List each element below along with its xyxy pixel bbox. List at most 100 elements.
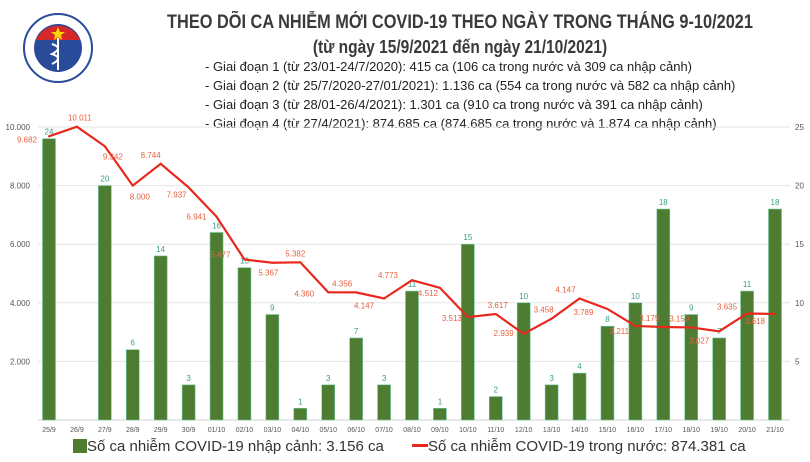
bar-data-label: 6 [131,339,136,348]
line-point [522,332,525,335]
line-data-label: 3.175 [639,314,660,323]
line-point [271,261,274,264]
ministry-of-health-logo [23,13,93,83]
bar [42,138,56,421]
bar [293,407,308,421]
line-data-label: 3.513 [442,314,463,323]
bar [98,185,112,421]
line-data-label: 3.635 [717,302,738,311]
bar-data-label: 3 [382,374,387,383]
left-tick-label: 6.000 [10,240,31,249]
left-tick-label: 4.000 [10,299,31,308]
bar [628,302,643,421]
x-tick-label: 17/10 [655,427,673,434]
bar-data-label: 20 [100,175,109,184]
line-data-label: 4.512 [418,289,439,298]
x-tick-label: 07/10 [375,427,393,434]
line-point [634,324,637,327]
bar [544,384,559,421]
x-tick-label: 20/10 [738,427,756,434]
line-point [243,258,246,261]
bar [237,267,252,421]
bar-data-label: 13 [240,257,249,266]
line-point [718,330,721,333]
x-tick-label: 10/10 [459,427,477,434]
line-point [48,135,50,138]
line-point [578,297,581,300]
bar-data-label: 10 [519,292,528,301]
x-tick-label: 08/10 [403,427,421,434]
x-tick-label: 21/10 [766,427,784,434]
line-data-label: 4.147 [354,301,375,310]
line-point [383,297,386,300]
bar-data-label: 16 [212,221,221,230]
bar [656,208,671,421]
bar-data-label: 18 [771,198,780,207]
note-phase-1: - Giai đoạn 1 (từ 23/01-24/7/2020): 415 … [205,59,693,74]
bar-data-label: 8 [605,315,610,324]
bar [740,290,754,421]
line-data-label: 10.011 [68,114,92,123]
line-point [327,291,330,294]
x-tick-label: 05/10 [319,427,337,434]
bar-data-label: 9 [689,304,694,313]
line-point [774,312,776,315]
x-tick-label: 02/10 [236,427,254,434]
bar [153,255,168,421]
bar [181,384,196,421]
left-tick-label: 10.000 [6,123,31,132]
bar-data-label: 10 [631,292,640,301]
bar [405,290,419,421]
left-tick-label: 2.000 [10,357,31,366]
x-tick-label: 25/9 [42,427,56,434]
x-tick-label: 18/10 [682,427,700,434]
legend-domestic-label: Số ca nhiễm COVID-19 trong nước: 874.381… [428,438,746,455]
line-data-label: 4.773 [378,271,399,280]
note-phase-2: - Giai đoạn 2 (từ 25/7/2020-27/01/2021):… [205,78,736,93]
line-point [299,261,302,264]
line-data-label: 3.211 [610,327,630,336]
line-point [131,184,134,187]
note-phase-3: - Giai đoạn 3 (từ 28/01-26/4/2021): 1.30… [205,97,703,112]
line-point [466,316,469,319]
line-point [215,215,218,218]
bar-data-label: 9 [270,304,275,313]
chart-title: THEO DÕI CA NHIỄM MỚI COVID-19 THEO NGÀY… [167,12,753,33]
x-tick-label: 14/10 [571,427,589,434]
line-point [746,312,749,315]
right-tick-label: 25 [795,123,804,132]
bar [377,384,391,421]
line-point [187,186,190,189]
bar [265,314,280,421]
x-tick-label: 19/10 [710,427,728,434]
x-tick-label: 15/10 [599,427,617,434]
line-data-label: 3.027 [689,336,710,345]
line-point [606,307,609,310]
line-point [438,286,441,289]
bar-data-label: 1 [438,397,443,406]
x-tick-label: 26/9 [70,427,84,434]
line-point [662,325,665,328]
line-data-label: 8.744 [141,151,162,160]
line-point [690,326,693,329]
bar [321,384,336,421]
line-data-label: 9.342 [103,152,124,161]
bar-data-label: 1 [298,397,303,406]
bar [572,372,587,421]
bar-data-label: 3 [549,374,554,383]
right-tick-label: 15 [795,240,804,249]
legend-imported-label: Số ca nhiễm COVID-19 nhập cảnh: 3.156 ca [87,438,384,455]
line-data-label: 4.356 [332,279,353,288]
bar-data-label: 3 [326,374,331,383]
line-point [75,125,78,128]
bar [209,232,224,421]
bar-data-label: 11 [743,280,752,289]
x-tick-label: 11/10 [487,427,504,434]
line-data-label: 2.939 [494,329,515,338]
line-data-label: 5.477 [210,251,231,260]
line-data-label: 4.147 [556,285,577,294]
legend-bar-swatch [73,439,87,453]
line-point [355,291,358,294]
bar [125,349,140,421]
